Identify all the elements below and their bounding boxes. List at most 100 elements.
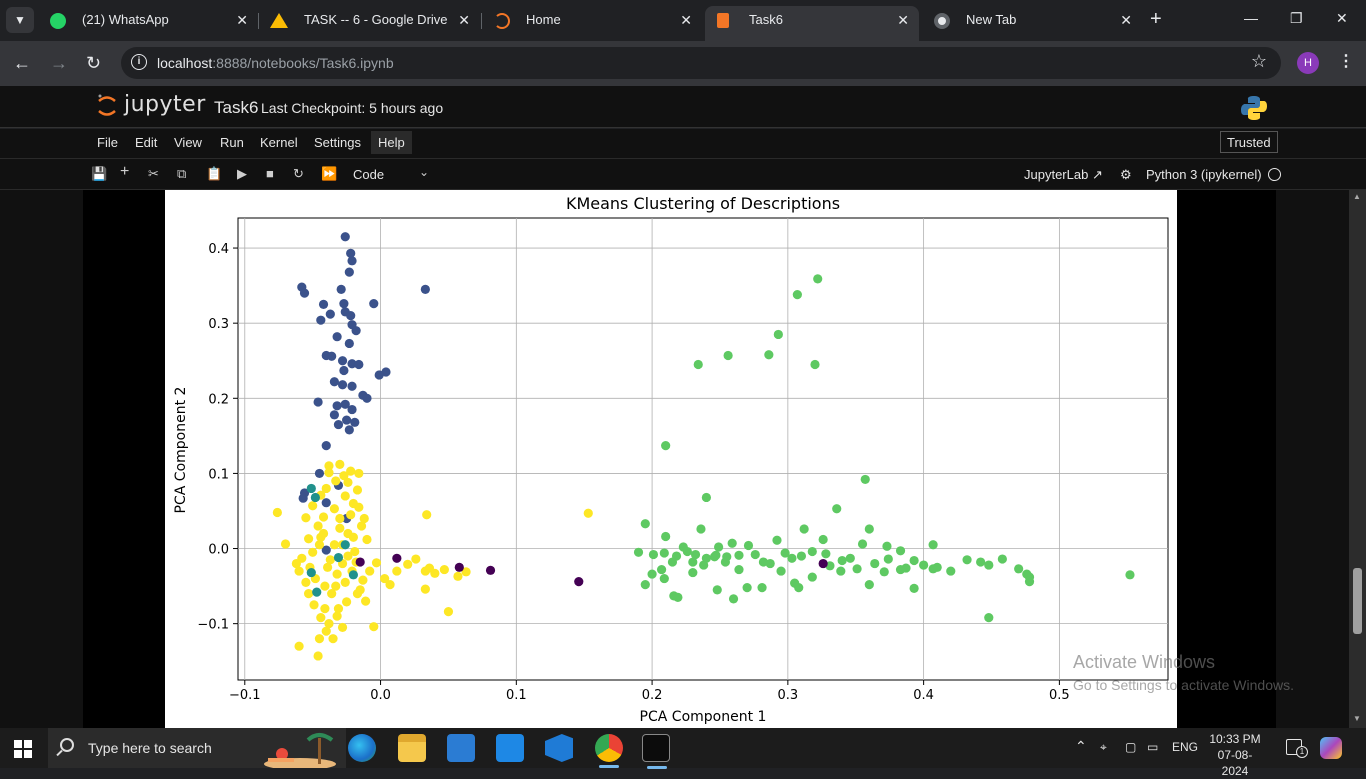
activation-watermark-title: Activate Windows xyxy=(1073,652,1216,672)
notification-icon[interactable]: 1 xyxy=(1286,739,1308,758)
tab-divider xyxy=(258,13,259,29)
system-clock[interactable]: 10:33 PM 07-08-2024 xyxy=(1207,731,1263,779)
tab-search-button[interactable]: ▼ xyxy=(6,7,34,33)
minimize-button[interactable]: — xyxy=(1244,10,1258,26)
data-point xyxy=(347,359,357,369)
save-icon[interactable]: 💾 xyxy=(91,166,108,181)
menu-view[interactable]: View xyxy=(174,135,202,150)
fast-forward-icon[interactable]: ⏩ xyxy=(321,166,338,181)
page-scrollbar[interactable]: ▲ ▼ xyxy=(1349,190,1366,728)
close-icon[interactable]: ✕ xyxy=(458,12,470,28)
data-point xyxy=(314,468,325,479)
restart-icon[interactable]: ↻ xyxy=(293,166,304,181)
browser-tab-bar: ▼ (21) WhatsApp ✕ TASK -- 6 - Google Dri… xyxy=(0,0,1366,41)
close-icon[interactable]: ✕ xyxy=(1120,12,1132,28)
menu-edit[interactable]: Edit xyxy=(135,135,158,150)
chevron-down-icon[interactable]: ⌄ xyxy=(419,165,430,179)
show-hidden-icons-icon[interactable]: ⌃ xyxy=(1075,738,1087,754)
windows-start-icon[interactable] xyxy=(14,740,32,758)
network-icon[interactable]: ⌖ xyxy=(1100,740,1107,754)
data-point xyxy=(832,504,842,514)
vscode-icon[interactable] xyxy=(545,734,573,762)
back-button[interactable]: ← xyxy=(13,53,31,73)
url-text[interactable]: localhost:8888/notebooks/Task6.ipynb xyxy=(157,55,394,71)
scrollbar-thumb[interactable] xyxy=(1353,568,1362,634)
tab-new-tab[interactable]: New Tab ✕ xyxy=(922,6,1142,41)
terminal-icon[interactable] xyxy=(642,734,670,769)
data-point xyxy=(321,545,331,555)
search-icon xyxy=(60,738,74,752)
data-point xyxy=(836,566,846,576)
close-icon[interactable]: ✕ xyxy=(236,12,248,28)
jupyter-logo-icon[interactable] xyxy=(96,92,118,120)
scroll-up-icon[interactable]: ▲ xyxy=(1353,192,1361,201)
taskbar-search[interactable]: Type here to search xyxy=(48,728,346,768)
data-point xyxy=(813,274,823,284)
data-point xyxy=(879,567,889,577)
menu-run[interactable]: Run xyxy=(220,135,244,150)
profile-avatar[interactable]: H xyxy=(1297,52,1319,74)
x-axis-label: PCA Component 1 xyxy=(640,709,767,725)
scroll-down-icon[interactable]: ▼ xyxy=(1353,714,1361,723)
data-point xyxy=(352,485,363,495)
browser-menu-icon[interactable]: ⋮ xyxy=(1338,53,1354,70)
bookmark-star-icon[interactable]: ☆ xyxy=(1250,51,1267,71)
data-point xyxy=(776,566,786,576)
menu-kernel[interactable]: Kernel xyxy=(260,135,298,150)
cut-icon[interactable]: ✂ xyxy=(148,166,159,181)
language-indicator[interactable]: ENG xyxy=(1172,740,1199,754)
data-point xyxy=(723,350,733,361)
chrome-icon[interactable] xyxy=(595,734,623,768)
notebook-title[interactable]: Task6 xyxy=(214,98,259,117)
cell-type-select[interactable]: Code xyxy=(353,167,385,182)
debugger-icon[interactable]: ⚙ xyxy=(1120,167,1132,182)
data-point xyxy=(807,572,817,582)
tab-google-drive[interactable]: TASK -- 6 - Google Drive ✕ xyxy=(260,6,480,41)
data-point xyxy=(864,579,874,590)
stop-icon[interactable]: ■ xyxy=(266,166,274,181)
mail-icon[interactable] xyxy=(496,734,524,762)
data-point xyxy=(734,550,744,560)
data-point xyxy=(661,531,671,542)
data-point xyxy=(837,555,847,566)
restore-button[interactable]: ❐ xyxy=(1290,10,1303,26)
microsoft-store-icon[interactable] xyxy=(447,734,475,762)
tab-task6[interactable]: Task6 ✕ xyxy=(705,6,919,41)
close-window-button[interactable]: ✕ xyxy=(1336,10,1348,26)
file-explorer-icon[interactable] xyxy=(398,734,426,762)
menu-settings[interactable]: Settings xyxy=(314,135,361,150)
jupyterlab-link[interactable]: JupyterLab ↗ xyxy=(1024,167,1103,183)
reload-button[interactable]: ↻ xyxy=(86,53,102,73)
data-point xyxy=(314,540,325,550)
menu-help[interactable]: Help xyxy=(371,131,412,154)
data-point xyxy=(324,461,334,471)
copilot-icon[interactable] xyxy=(1320,737,1342,759)
data-point xyxy=(709,552,720,562)
site-info-icon[interactable]: i xyxy=(131,54,147,70)
data-point xyxy=(332,332,342,342)
y-axis-label: PCA Component 2 xyxy=(173,387,189,514)
forward-button[interactable]: → xyxy=(50,53,68,73)
close-icon[interactable]: ✕ xyxy=(897,12,909,28)
edge-browser-icon[interactable] xyxy=(348,734,376,762)
menu-file[interactable]: File xyxy=(97,135,118,150)
trusted-indicator[interactable]: Trusted xyxy=(1220,131,1278,153)
address-bar[interactable]: i localhost:8888/notebooks/Task6.ipynb ☆ xyxy=(121,47,1281,79)
tab-whatsapp[interactable]: (21) WhatsApp ✕ xyxy=(38,6,258,41)
insert-cell-icon[interactable]: + xyxy=(120,163,130,180)
data-point xyxy=(337,356,348,366)
copy-icon[interactable]: ⧉ xyxy=(177,166,187,181)
close-icon[interactable]: ✕ xyxy=(680,12,692,28)
data-point xyxy=(728,594,739,604)
new-tab-button[interactable]: + xyxy=(1150,8,1162,30)
paste-icon[interactable]: 📋 xyxy=(206,166,223,181)
run-icon[interactable]: ▶ xyxy=(237,166,247,181)
kernel-name[interactable]: Python 3 (ipykernel) xyxy=(1146,167,1262,182)
data-point xyxy=(633,547,644,557)
data-point xyxy=(340,540,350,550)
device-icon[interactable]: ▢ xyxy=(1125,740,1137,754)
battery-icon[interactable]: ▭ xyxy=(1147,740,1159,754)
tab-jupyter-home[interactable]: Home ✕ xyxy=(482,6,702,41)
data-point xyxy=(355,557,365,567)
data-point xyxy=(794,583,804,593)
